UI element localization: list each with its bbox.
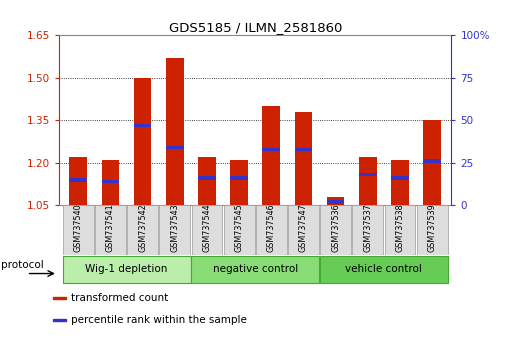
Text: GSM737547: GSM737547 xyxy=(299,204,308,252)
Bar xyxy=(391,176,409,180)
FancyBboxPatch shape xyxy=(95,205,126,255)
Text: GSM737544: GSM737544 xyxy=(203,204,211,252)
Bar xyxy=(134,124,151,127)
FancyBboxPatch shape xyxy=(320,205,351,255)
FancyBboxPatch shape xyxy=(352,205,383,255)
Bar xyxy=(198,176,216,180)
Text: GSM737543: GSM737543 xyxy=(170,204,180,252)
Text: negative control: negative control xyxy=(212,264,298,274)
FancyBboxPatch shape xyxy=(385,205,416,255)
Bar xyxy=(263,148,280,151)
Bar xyxy=(166,58,184,205)
Text: GSM737539: GSM737539 xyxy=(428,204,437,252)
Bar xyxy=(327,197,345,205)
Text: percentile rank within the sample: percentile rank within the sample xyxy=(71,315,247,325)
Bar xyxy=(69,157,87,205)
Bar xyxy=(423,120,441,205)
FancyBboxPatch shape xyxy=(63,205,94,255)
FancyBboxPatch shape xyxy=(417,205,447,255)
Text: Wig-1 depletion: Wig-1 depletion xyxy=(85,264,168,274)
FancyBboxPatch shape xyxy=(63,256,190,284)
Bar xyxy=(359,173,377,176)
Bar xyxy=(53,319,66,321)
Text: GSM737545: GSM737545 xyxy=(234,204,244,252)
Bar xyxy=(294,112,312,205)
Bar xyxy=(294,148,312,151)
Bar xyxy=(263,106,280,205)
Bar xyxy=(166,146,184,149)
Bar xyxy=(102,160,120,205)
FancyBboxPatch shape xyxy=(191,256,319,284)
Bar xyxy=(327,200,345,204)
Bar xyxy=(198,157,216,205)
Text: vehicle control: vehicle control xyxy=(345,264,422,274)
FancyBboxPatch shape xyxy=(256,205,287,255)
Text: GSM737542: GSM737542 xyxy=(138,204,147,252)
Bar xyxy=(230,160,248,205)
Bar xyxy=(230,176,248,180)
FancyBboxPatch shape xyxy=(191,205,223,255)
FancyBboxPatch shape xyxy=(288,205,319,255)
FancyBboxPatch shape xyxy=(320,256,448,284)
Bar xyxy=(69,178,87,182)
FancyBboxPatch shape xyxy=(127,205,158,255)
Bar xyxy=(134,78,151,205)
Bar xyxy=(359,157,377,205)
FancyBboxPatch shape xyxy=(160,205,190,255)
Title: GDS5185 / ILMN_2581860: GDS5185 / ILMN_2581860 xyxy=(169,21,342,34)
Text: protocol: protocol xyxy=(1,261,44,270)
FancyBboxPatch shape xyxy=(224,205,254,255)
Text: GSM737536: GSM737536 xyxy=(331,204,340,252)
Text: GSM737537: GSM737537 xyxy=(363,204,372,252)
Text: GSM737540: GSM737540 xyxy=(74,204,83,252)
Bar xyxy=(53,297,66,299)
Text: GSM737538: GSM737538 xyxy=(396,204,404,252)
Text: GSM737541: GSM737541 xyxy=(106,204,115,252)
Bar xyxy=(423,159,441,163)
Text: transformed count: transformed count xyxy=(71,293,169,303)
Bar xyxy=(391,160,409,205)
Text: GSM737546: GSM737546 xyxy=(267,204,276,252)
Bar xyxy=(102,180,120,183)
